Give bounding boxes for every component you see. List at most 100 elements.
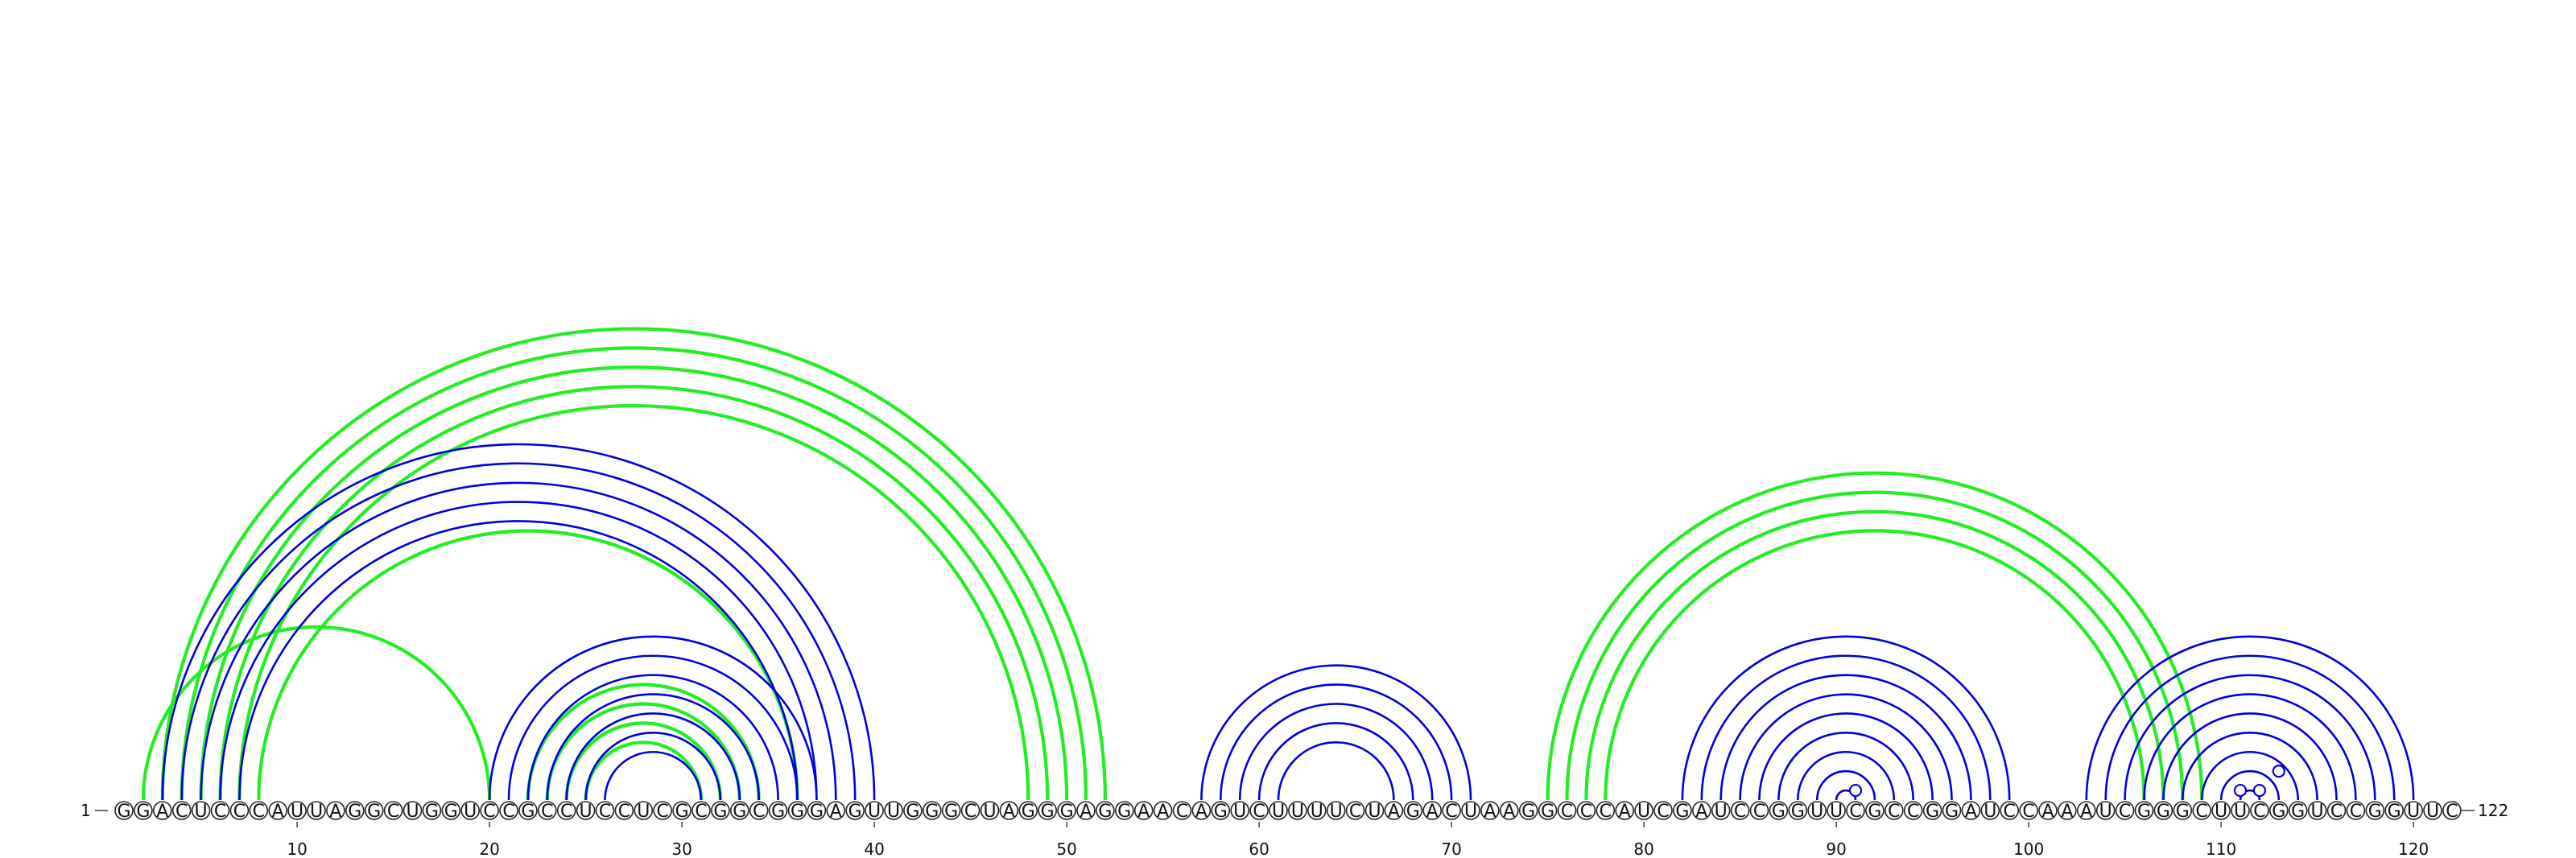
nucleotide-circle: [2000, 801, 2019, 820]
nucleotide: G: [1018, 801, 1038, 822]
nucleotide-letter: U: [2311, 802, 2324, 822]
nucleotide-letter: C: [502, 802, 514, 822]
nucleotide-circle: [249, 801, 269, 820]
nucleotide: A: [826, 801, 846, 822]
nucleotide-letter: G: [136, 802, 150, 822]
nucleotide-circle: [1096, 801, 1115, 820]
nucleotide: A: [2038, 801, 2058, 822]
nucleotide-circle: [845, 801, 865, 820]
nucleotide-letter: C: [1176, 802, 1188, 822]
nucleotide-circle: [210, 801, 230, 820]
nucleotide-letter: C: [2253, 802, 2265, 822]
nucleotide-circle: [287, 801, 307, 820]
nucleotide-circle: [1115, 801, 1134, 820]
nucleotide-letter: G: [2157, 802, 2170, 822]
nucleotide: G: [1096, 801, 1115, 822]
nucleotide: C: [1653, 801, 1673, 822]
nucleotide-circle: [1518, 801, 1538, 820]
nucleotide-letter: U: [1715, 802, 1728, 822]
structure-a-arc: [1719, 674, 1972, 801]
nucleotide-circle: [999, 801, 1019, 820]
structure-a-arc: [565, 712, 741, 801]
structure-b-arc: [1604, 529, 2146, 801]
nucleotide-circle: [1269, 801, 1288, 820]
nucleotide: C: [556, 801, 576, 822]
nucleotide-letter: C: [1561, 802, 1573, 822]
nucleotide: G: [422, 801, 442, 822]
structure-a-arc: [1200, 664, 1472, 801]
nucleotide-circle: [383, 801, 403, 820]
nucleotide-letter: C: [1580, 802, 1592, 822]
nucleotide: C: [653, 801, 673, 822]
nucleotide: C: [1345, 801, 1365, 822]
nucleotide: U: [1711, 801, 1731, 822]
nucleotide: C: [1596, 801, 1616, 822]
nucleotide-circle: [1730, 801, 1750, 820]
nucleotide-circle: [326, 801, 345, 820]
nucleotide-letter: U: [2234, 802, 2247, 822]
nucleotide-letter: G: [675, 802, 689, 822]
nucleotide: G: [923, 801, 942, 822]
nucleotide: C: [1576, 801, 1596, 822]
nucleotide-letter: U: [1233, 802, 1246, 822]
nucleotide-circle: [2288, 801, 2308, 820]
nucleotide-letter: U: [637, 802, 650, 822]
structure-b-arc: [218, 385, 1050, 801]
nucleotide: U: [307, 801, 326, 822]
nucleotide: U: [884, 801, 903, 822]
nucleotide: A: [999, 801, 1019, 822]
nucleotide-letter: G: [1521, 802, 1535, 822]
nucleotide-letter: G: [810, 802, 824, 822]
nucleotide-circle: [1461, 801, 1480, 820]
nucleotide-letter: C: [2196, 802, 2208, 822]
nucleotide-circle: [2346, 801, 2366, 820]
nucleotide-letter: A: [1137, 802, 1150, 822]
nucleotide-letter: C: [1888, 802, 1900, 822]
structure-a-arc: [546, 693, 760, 801]
nucleotide-circle: [2173, 801, 2193, 820]
nucleotide-circle: [1788, 801, 1808, 820]
nucleotide: U: [1269, 801, 1288, 822]
nucleotide-circle: [1076, 801, 1096, 820]
nucleotide-circle: [1288, 801, 1307, 820]
nucleotide-circle: [1615, 801, 1634, 820]
nucleotide: A: [268, 801, 288, 822]
nucleotide: C: [249, 801, 269, 822]
nucleotide-letter: G: [791, 802, 804, 822]
nucleotide: C: [383, 801, 403, 822]
nucleotide-circle: [518, 801, 538, 820]
structure-a-arc: [2219, 769, 2281, 801]
tick-label: 90: [1826, 839, 1846, 858]
nucleotide-circle: [2115, 801, 2135, 820]
nucleotide-letter: C: [1734, 802, 1746, 822]
nucleotide-letter: C: [1753, 802, 1765, 822]
nucleotide-letter: C: [2119, 802, 2131, 822]
nucleotide-letter: C: [2350, 802, 2362, 822]
nucleotide: G: [2153, 801, 2174, 822]
nucleotide: C: [2250, 801, 2269, 822]
nucleotide-circle: [2019, 801, 2038, 820]
nucleotide: C: [2192, 801, 2211, 822]
nucleotide-letter: C: [964, 802, 976, 822]
nucleotide-letter: C: [753, 802, 765, 822]
nucleotide-letter: A: [830, 802, 842, 822]
nucleotide-circle: [2250, 801, 2269, 820]
nucleotide: C: [2326, 801, 2347, 822]
nucleotide-letter: U: [406, 802, 419, 822]
nucleotide-letter: U: [1984, 802, 1996, 822]
nucleotide-letter: C: [2004, 802, 2016, 822]
nucleotide-letter: G: [1675, 802, 1689, 822]
nucleotide: G: [2365, 801, 2385, 822]
nucleotide: A: [1153, 801, 1173, 822]
nucleotide-circle: [1191, 801, 1212, 820]
nucleotide: C: [691, 801, 711, 822]
nucleotide: A: [1133, 801, 1154, 822]
nucleotide: G: [1038, 801, 1057, 822]
nucleotide-letter: C: [233, 802, 246, 822]
nucleotide: A: [1692, 801, 1711, 822]
nucleotide-circle: [1576, 801, 1596, 820]
tick-label: 80: [1633, 839, 1653, 858]
nucleotide-letter: A: [2041, 802, 2054, 822]
nucleotide: C: [1172, 801, 1192, 822]
nucleotide-circle: [960, 801, 980, 820]
